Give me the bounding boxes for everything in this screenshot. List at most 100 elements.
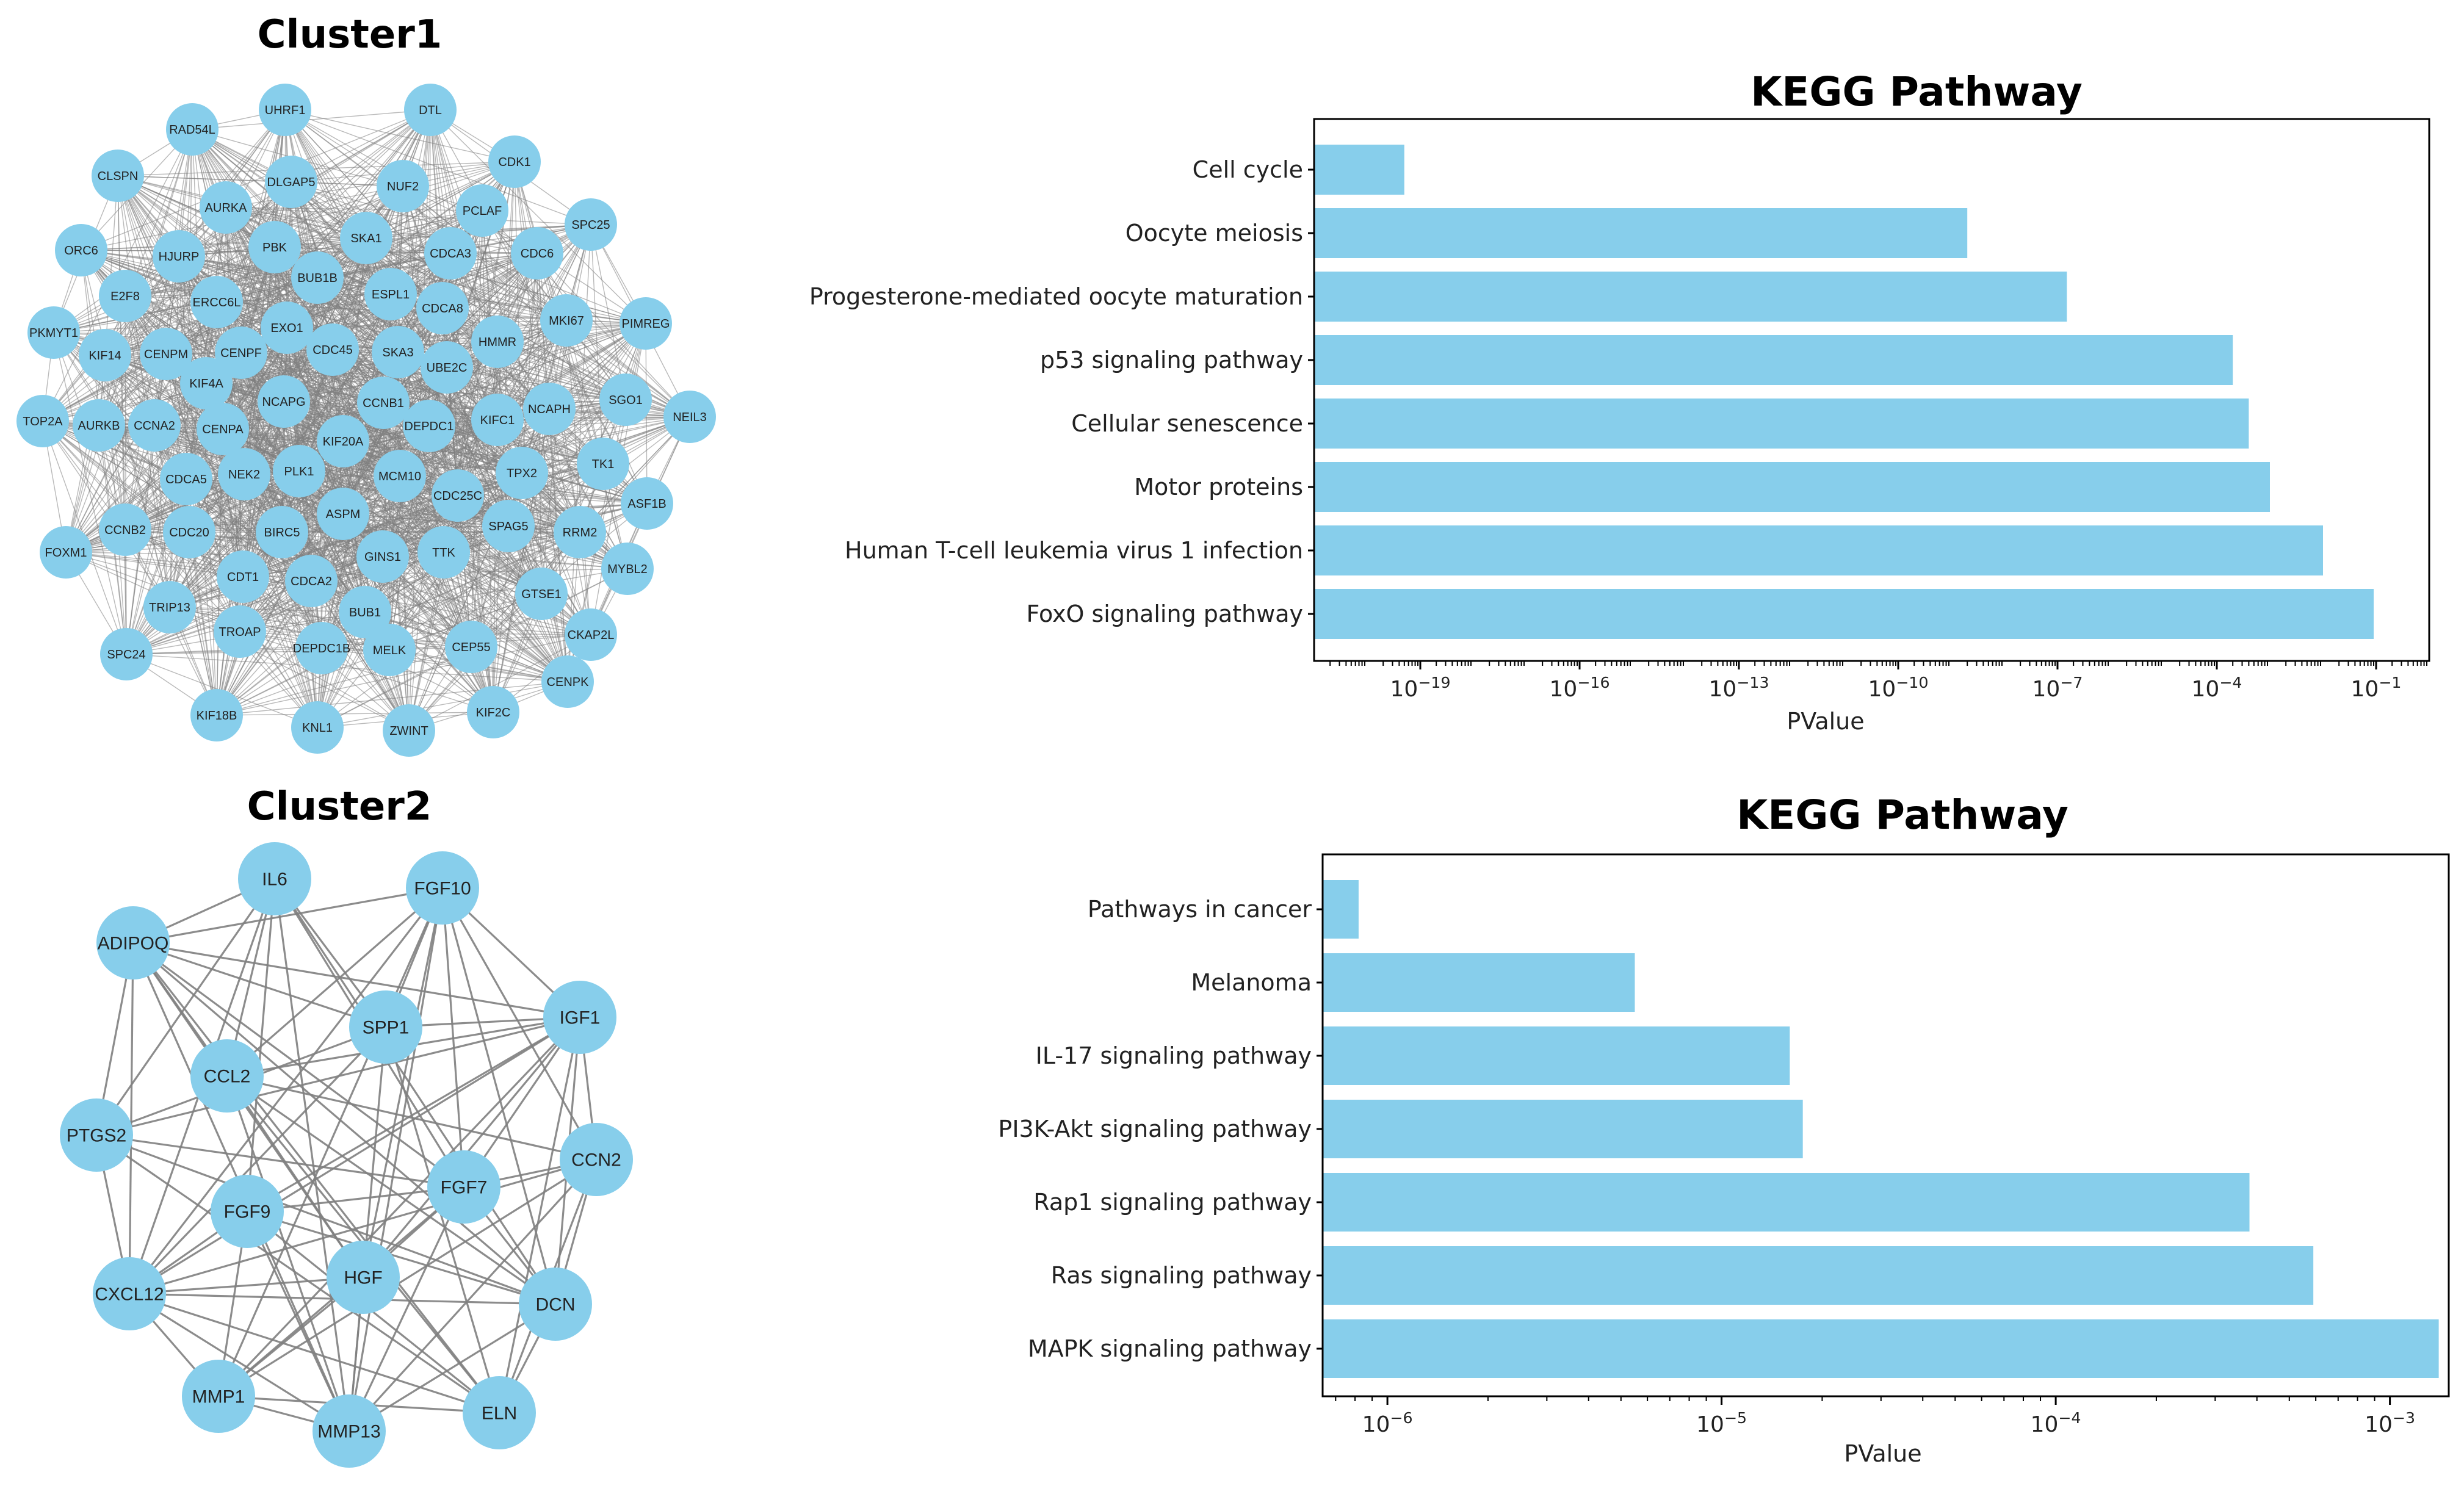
network-node: KIF4A (180, 357, 233, 409)
network-edge (443, 552, 628, 569)
node-label: BIRC5 (264, 526, 300, 539)
node-label: ORC6 (64, 244, 98, 258)
node-circle (79, 329, 131, 381)
node-label: UBE2C (427, 361, 468, 375)
network-node: CDK1 (488, 135, 541, 188)
node-circle (496, 447, 548, 499)
x-tick-label: 10−16 (1550, 674, 1610, 702)
network-node: HJURP (153, 230, 205, 283)
node-circle (238, 842, 311, 915)
node-circle (621, 477, 673, 530)
node-circle (565, 198, 617, 251)
network-edge (178, 256, 391, 295)
network-edge (239, 552, 444, 632)
network-edge (239, 631, 472, 647)
chart2-xlabel: PValue (1844, 1440, 1921, 1467)
network-node: SKA1 (340, 212, 392, 264)
network-node: CDC20 (163, 506, 215, 558)
network-node: CCNB2 (99, 503, 151, 556)
node-label: MKI67 (549, 314, 584, 328)
node-circle (180, 357, 233, 409)
node-label: FGF10 (414, 879, 471, 899)
network-edge (186, 478, 344, 514)
node-label: TPX2 (507, 467, 537, 480)
network-node: DTL (404, 84, 457, 136)
node-circle (560, 1123, 633, 1196)
bar (1323, 1246, 2314, 1305)
network-node: TK1 (577, 438, 629, 490)
network-edge (154, 425, 170, 608)
network-node: CENPM (140, 328, 192, 380)
bar (1314, 462, 2270, 512)
network-node: MCM10 (374, 450, 426, 502)
network-node: CDT1 (217, 550, 269, 603)
node-circle (265, 156, 317, 208)
network-node: HMMR (471, 316, 524, 368)
network-edge (284, 109, 690, 417)
network-node: DCN (519, 1268, 592, 1341)
network-edge (192, 109, 431, 130)
bar (1323, 1173, 2250, 1232)
cluster2-title: Cluster2 (247, 784, 432, 829)
node-label: CENPM (144, 348, 188, 361)
network-node: ASPM (317, 488, 369, 540)
network-node: PIMREG (620, 297, 672, 350)
node-label: MELK (373, 644, 406, 657)
network-edge (128, 942, 134, 1294)
node-circle (519, 1268, 592, 1341)
category-label: IL-17 signaling pathway (1036, 1042, 1312, 1069)
cluster2-network: Cluster2 IL6 FGF10 ADIPOQ SPP1 IGF1 CCL2 PTGS2… (60, 784, 633, 1468)
network-edge (225, 207, 451, 254)
network-edge (126, 634, 591, 655)
network-edge (471, 463, 604, 647)
node-circle (523, 383, 576, 435)
network-edge (226, 1075, 350, 1432)
network-node: CCNA2 (128, 399, 181, 452)
category-label: Pathways in cancer (1088, 896, 1312, 923)
network-edge (321, 647, 568, 682)
node-label: ELN (482, 1404, 517, 1424)
network-node: ASF1B (621, 477, 673, 530)
cluster1-nodes: UHRF1 DTL RAD54L CDK1 CLSPN DLGAP5 NUF2 PCLAF AU… (16, 84, 716, 757)
node-label: TTK (432, 546, 455, 560)
network-edge (348, 1158, 598, 1432)
node-circle (93, 1257, 166, 1330)
node-circle (259, 84, 311, 136)
network-node: CKAP2L (565, 608, 617, 661)
x-tick-label: 10−6 (1362, 1409, 1413, 1438)
node-label: KIF14 (89, 349, 121, 362)
network-edge (132, 942, 580, 1019)
chart1-category-labels: Cell cycle Oocyte meiosis Progesterone-med… (809, 156, 1303, 627)
node-circle (306, 323, 359, 376)
network-edge (216, 712, 494, 716)
network-edge (53, 277, 318, 333)
bar (1323, 953, 1635, 1012)
node-label: CDCA2 (291, 575, 332, 588)
node-label: CDT1 (227, 571, 259, 584)
bar (1314, 525, 2323, 575)
network-node: MELK (363, 624, 416, 676)
bar (1314, 335, 2233, 385)
node-circle (540, 294, 593, 347)
node-circle (163, 506, 215, 558)
node-circle (291, 701, 344, 754)
node-circle (339, 586, 391, 638)
node-label: AURKA (205, 201, 248, 215)
network-edge (291, 181, 538, 254)
node-label: DTL (419, 104, 442, 117)
network-node: MMP13 (313, 1394, 386, 1468)
network-edge (239, 475, 400, 632)
node-label: DEPDC1B (293, 642, 350, 655)
node-label: CLSPN (98, 170, 139, 183)
node-label: AURKB (78, 419, 120, 433)
network-node: RRM2 (554, 506, 606, 558)
network-node: IL6 (238, 842, 311, 915)
node-label: MMP13 (317, 1422, 380, 1442)
category-label: Rap1 signaling pathway (1033, 1189, 1312, 1216)
node-circle (463, 1376, 536, 1449)
network-node: CXCL12 (93, 1257, 166, 1330)
network-edge (96, 1016, 580, 1136)
network-edge (65, 428, 223, 553)
node-label: SGO1 (609, 394, 643, 407)
network-edge (362, 1016, 581, 1279)
